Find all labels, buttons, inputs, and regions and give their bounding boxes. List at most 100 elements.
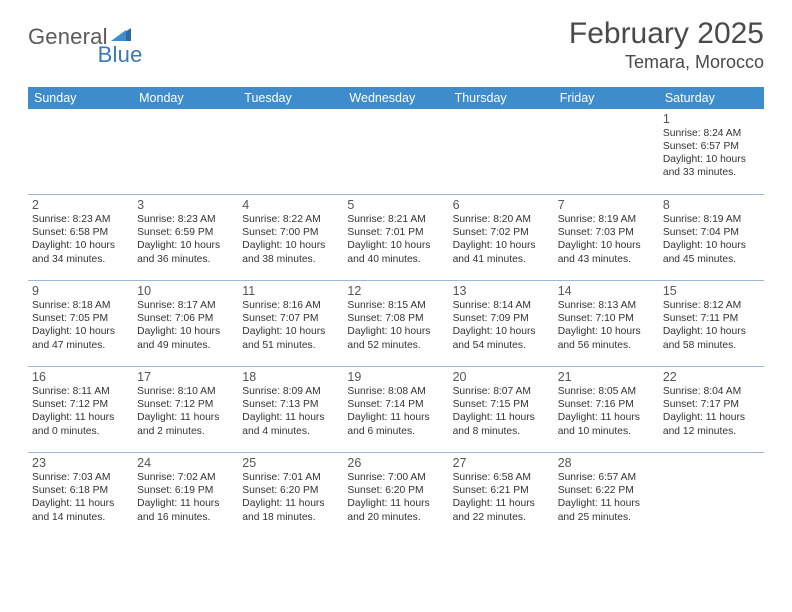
sunset-text: Sunset: 7:02 PM bbox=[453, 226, 550, 239]
logo: General Blue bbox=[28, 18, 179, 50]
daylight-text: and 8 minutes. bbox=[453, 425, 550, 438]
sunrise-text: Sunrise: 8:17 AM bbox=[137, 299, 234, 312]
day-cell: 7Sunrise: 8:19 AMSunset: 7:03 PMDaylight… bbox=[554, 195, 659, 281]
day-number: 10 bbox=[137, 284, 234, 298]
day-number: 22 bbox=[663, 370, 760, 384]
day-cell: 28Sunrise: 6:57 AMSunset: 6:22 PMDayligh… bbox=[554, 453, 659, 539]
logo-text-general: General bbox=[28, 24, 108, 50]
calendar-row: 16Sunrise: 8:11 AMSunset: 7:12 PMDayligh… bbox=[28, 367, 764, 453]
daylight-text: and 52 minutes. bbox=[347, 339, 444, 352]
daylight-text: and 22 minutes. bbox=[453, 511, 550, 524]
daylight-text: and 20 minutes. bbox=[347, 511, 444, 524]
day-number: 25 bbox=[242, 456, 339, 470]
day-cell: 26Sunrise: 7:00 AMSunset: 6:20 PMDayligh… bbox=[343, 453, 448, 539]
day-number: 20 bbox=[453, 370, 550, 384]
sunset-text: Sunset: 6:19 PM bbox=[137, 484, 234, 497]
dow-fri: Friday bbox=[554, 87, 659, 109]
sunset-text: Sunset: 7:11 PM bbox=[663, 312, 760, 325]
calendar-row: 23Sunrise: 7:03 AMSunset: 6:18 PMDayligh… bbox=[28, 453, 764, 539]
day-number: 1 bbox=[663, 112, 760, 126]
daylight-text: and 34 minutes. bbox=[32, 253, 129, 266]
day-number: 3 bbox=[137, 198, 234, 212]
sunset-text: Sunset: 7:15 PM bbox=[453, 398, 550, 411]
empty-cell bbox=[343, 109, 448, 195]
day-number: 18 bbox=[242, 370, 339, 384]
sunrise-text: Sunrise: 8:10 AM bbox=[137, 385, 234, 398]
daylight-text: Daylight: 11 hours bbox=[137, 497, 234, 510]
daylight-text: and 14 minutes. bbox=[32, 511, 129, 524]
daylight-text: Daylight: 10 hours bbox=[558, 239, 655, 252]
daylight-text: Daylight: 11 hours bbox=[453, 497, 550, 510]
sunset-text: Sunset: 6:58 PM bbox=[32, 226, 129, 239]
day-of-week-row: Sunday Monday Tuesday Wednesday Thursday… bbox=[28, 87, 764, 109]
empty-cell bbox=[554, 109, 659, 195]
daylight-text: and 51 minutes. bbox=[242, 339, 339, 352]
sunrise-text: Sunrise: 8:11 AM bbox=[32, 385, 129, 398]
day-number: 16 bbox=[32, 370, 129, 384]
sunrise-text: Sunrise: 8:08 AM bbox=[347, 385, 444, 398]
day-cell: 9Sunrise: 8:18 AMSunset: 7:05 PMDaylight… bbox=[28, 281, 133, 367]
daylight-text: Daylight: 10 hours bbox=[347, 239, 444, 252]
sunrise-text: Sunrise: 8:20 AM bbox=[453, 213, 550, 226]
calendar-row: 9Sunrise: 8:18 AMSunset: 7:05 PMDaylight… bbox=[28, 281, 764, 367]
daylight-text: and 4 minutes. bbox=[242, 425, 339, 438]
day-cell: 27Sunrise: 6:58 AMSunset: 6:21 PMDayligh… bbox=[449, 453, 554, 539]
day-cell: 13Sunrise: 8:14 AMSunset: 7:09 PMDayligh… bbox=[449, 281, 554, 367]
title-block: February 2025 Temara, Morocco bbox=[569, 18, 764, 73]
daylight-text: Daylight: 11 hours bbox=[558, 497, 655, 510]
empty-cell bbox=[449, 109, 554, 195]
day-cell: 3Sunrise: 8:23 AMSunset: 6:59 PMDaylight… bbox=[133, 195, 238, 281]
daylight-text: Daylight: 10 hours bbox=[32, 325, 129, 338]
day-number: 6 bbox=[453, 198, 550, 212]
daylight-text: and 6 minutes. bbox=[347, 425, 444, 438]
dow-thu: Thursday bbox=[449, 87, 554, 109]
day-cell: 4Sunrise: 8:22 AMSunset: 7:00 PMDaylight… bbox=[238, 195, 343, 281]
daylight-text: Daylight: 11 hours bbox=[663, 411, 760, 424]
day-cell: 20Sunrise: 8:07 AMSunset: 7:15 PMDayligh… bbox=[449, 367, 554, 453]
day-number: 8 bbox=[663, 198, 760, 212]
daylight-text: and 49 minutes. bbox=[137, 339, 234, 352]
day-cell: 2Sunrise: 8:23 AMSunset: 6:58 PMDaylight… bbox=[28, 195, 133, 281]
day-cell: 17Sunrise: 8:10 AMSunset: 7:12 PMDayligh… bbox=[133, 367, 238, 453]
sunrise-text: Sunrise: 8:14 AM bbox=[453, 299, 550, 312]
day-cell: 18Sunrise: 8:09 AMSunset: 7:13 PMDayligh… bbox=[238, 367, 343, 453]
dow-tue: Tuesday bbox=[238, 87, 343, 109]
sunset-text: Sunset: 7:06 PM bbox=[137, 312, 234, 325]
daylight-text: and 43 minutes. bbox=[558, 253, 655, 266]
daylight-text: Daylight: 10 hours bbox=[558, 325, 655, 338]
sunset-text: Sunset: 7:07 PM bbox=[242, 312, 339, 325]
day-cell: 19Sunrise: 8:08 AMSunset: 7:14 PMDayligh… bbox=[343, 367, 448, 453]
day-number: 19 bbox=[347, 370, 444, 384]
day-cell: 23Sunrise: 7:03 AMSunset: 6:18 PMDayligh… bbox=[28, 453, 133, 539]
sunrise-text: Sunrise: 8:24 AM bbox=[663, 127, 760, 140]
daylight-text: and 25 minutes. bbox=[558, 511, 655, 524]
calendar-row: 1Sunrise: 8:24 AMSunset: 6:57 PMDaylight… bbox=[28, 109, 764, 195]
day-number: 28 bbox=[558, 456, 655, 470]
empty-cell bbox=[659, 453, 764, 539]
day-cell: 24Sunrise: 7:02 AMSunset: 6:19 PMDayligh… bbox=[133, 453, 238, 539]
daylight-text: Daylight: 10 hours bbox=[137, 239, 234, 252]
sunrise-text: Sunrise: 8:22 AM bbox=[242, 213, 339, 226]
day-number: 7 bbox=[558, 198, 655, 212]
daylight-text: and 36 minutes. bbox=[137, 253, 234, 266]
sunset-text: Sunset: 7:13 PM bbox=[242, 398, 339, 411]
calendar-page: General Blue February 2025 Temara, Moroc… bbox=[0, 0, 792, 549]
empty-cell bbox=[28, 109, 133, 195]
day-cell: 15Sunrise: 8:12 AMSunset: 7:11 PMDayligh… bbox=[659, 281, 764, 367]
day-cell: 22Sunrise: 8:04 AMSunset: 7:17 PMDayligh… bbox=[659, 367, 764, 453]
daylight-text: Daylight: 11 hours bbox=[453, 411, 550, 424]
day-cell: 5Sunrise: 8:21 AMSunset: 7:01 PMDaylight… bbox=[343, 195, 448, 281]
sunrise-text: Sunrise: 7:03 AM bbox=[32, 471, 129, 484]
daylight-text: Daylight: 11 hours bbox=[347, 497, 444, 510]
sunset-text: Sunset: 7:17 PM bbox=[663, 398, 760, 411]
sunrise-text: Sunrise: 8:13 AM bbox=[558, 299, 655, 312]
sunrise-text: Sunrise: 8:05 AM bbox=[558, 385, 655, 398]
calendar-body: 1Sunrise: 8:24 AMSunset: 6:57 PMDaylight… bbox=[28, 109, 764, 539]
daylight-text: Daylight: 11 hours bbox=[242, 411, 339, 424]
daylight-text: Daylight: 10 hours bbox=[242, 239, 339, 252]
day-number: 13 bbox=[453, 284, 550, 298]
sunrise-text: Sunrise: 8:19 AM bbox=[663, 213, 760, 226]
sunset-text: Sunset: 6:18 PM bbox=[32, 484, 129, 497]
sunset-text: Sunset: 6:20 PM bbox=[347, 484, 444, 497]
sunset-text: Sunset: 7:09 PM bbox=[453, 312, 550, 325]
